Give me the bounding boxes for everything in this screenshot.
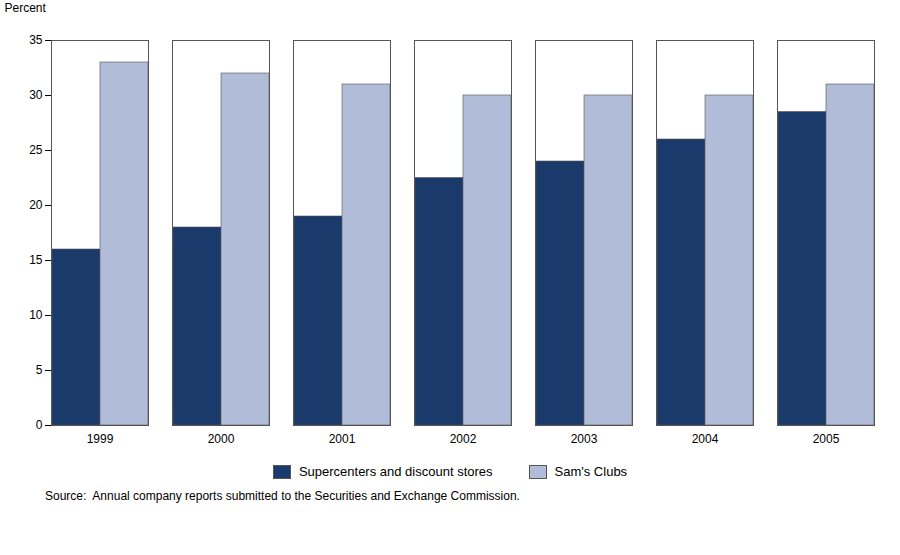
html-text:Sam's Clubs: Sam's Clubs [554,464,628,479]
svg-text:Percent: Percent [5,1,47,15]
svg-text:25: 25 [29,143,43,157]
svg-text:2002: 2002 [450,432,477,446]
svg-text:2001: 2001 [329,432,356,446]
svg-text:2000: 2000 [208,432,235,446]
svg-text:2005: 2005 [813,432,840,446]
svg-text:5: 5 [36,363,43,377]
svg-text:0: 0 [36,418,43,432]
svg-text:2003: 2003 [571,432,598,446]
svg-text:2004: 2004 [692,432,719,446]
svg-text:30: 30 [29,88,43,102]
html-text:Source: Annual company reports: Source: Annual company reports submitted… [45,489,520,503]
svg-text:1999: 1999 [87,432,114,446]
svg-text:15: 15 [29,253,43,267]
svg-text:10: 10 [29,308,43,322]
svg-text:20: 20 [29,198,43,212]
html-text:Supercenters and discount stor: Supercenters and discount stores [298,464,493,479]
svg-text:35: 35 [29,33,43,47]
